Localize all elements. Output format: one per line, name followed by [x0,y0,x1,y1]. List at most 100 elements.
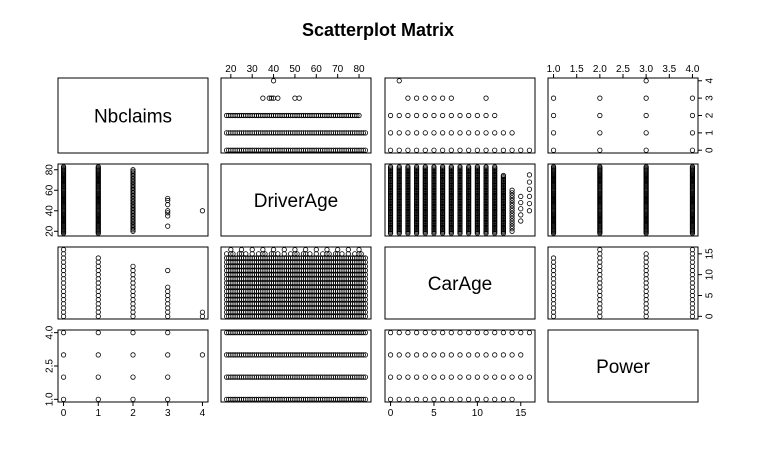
data-point [95,288,101,294]
data-point [509,130,515,136]
data-point [95,280,101,286]
data-point [60,284,67,290]
data-point [550,313,557,319]
data-point [60,292,67,299]
data-point [362,255,369,261]
data-point [362,374,369,380]
data-point [466,374,472,380]
data-point [95,297,101,303]
data-point [509,215,515,222]
data-point [165,301,171,307]
data-point [60,263,67,269]
data-point [466,130,472,136]
data-point [362,130,369,136]
tick-label: 70 [332,64,344,75]
data-point [422,130,428,136]
data-point [509,187,515,193]
data-point [422,396,428,402]
data-point [387,374,394,380]
tick-label: 15 [705,248,716,260]
data-point [597,255,603,261]
data-point [643,276,649,282]
data-point [362,352,369,358]
data-point [643,130,649,136]
data-point [643,112,649,119]
data-point [95,259,101,265]
data-point [440,147,446,153]
data-point [597,305,603,311]
data-point [457,352,463,358]
data-point [431,95,437,101]
data-point [509,210,515,216]
data-point [492,130,498,136]
panel-frame [220,246,372,320]
data-point [518,218,524,224]
data-point [165,309,171,315]
data-point [518,206,524,212]
data-point [643,288,649,294]
data-point [597,251,603,257]
data-point [60,309,67,315]
tick-label: 30 [247,64,259,75]
data-point [199,352,206,358]
data-point [431,147,437,153]
data-point [60,164,67,170]
data-point [448,396,454,402]
data-point [500,330,506,336]
data-point [483,130,489,136]
tick-label: 60 [45,184,56,196]
tick-label: 80 [45,164,56,176]
data-point [405,95,411,101]
data-point [509,220,515,227]
data-point [60,280,67,286]
data-point [643,301,649,307]
data-point [60,251,67,257]
tick-label: 1 [705,130,716,136]
panel-frame [384,329,536,403]
data-point [643,267,649,274]
tick-label: 2.5 [45,359,56,373]
data-point [643,305,649,311]
data-point [518,212,524,218]
data-point [130,263,136,269]
data-point [689,251,696,257]
data-point [313,251,319,257]
data-point [354,112,360,119]
tick-label: 40 [45,205,56,217]
tick-label: 4 [705,78,716,84]
data-point [509,192,515,198]
data-point [448,352,454,358]
data-point [509,147,515,153]
data-point [413,352,420,358]
tick-label: 4.0 [45,325,56,339]
data-point [643,309,649,315]
diagonal-label-driverage: DriverAge [254,191,338,212]
data-point [60,276,67,282]
data-point [165,210,171,216]
data-point [509,208,515,214]
panel-driverage-power [547,163,699,237]
data-point [95,374,101,380]
data-point [431,130,437,136]
data-point [387,112,394,119]
tick-label: 2.5 [616,64,630,75]
panel-frame [547,77,699,154]
tick-label: 40 [268,64,280,75]
data-point [597,276,603,282]
diagonal-label-nbclaims: Nbclaims [94,107,172,128]
data-point [550,292,557,299]
data-point [689,272,696,278]
data-point [236,251,242,257]
data-point [492,330,498,336]
data-point [413,374,420,380]
data-point [509,203,515,209]
data-point [643,297,649,303]
data-point [643,164,649,170]
data-point [440,95,446,101]
data-point [275,251,281,257]
data-point [262,251,268,257]
data-point [457,130,463,136]
data-point [431,396,437,402]
data-point [689,267,696,274]
data-point [483,147,489,153]
